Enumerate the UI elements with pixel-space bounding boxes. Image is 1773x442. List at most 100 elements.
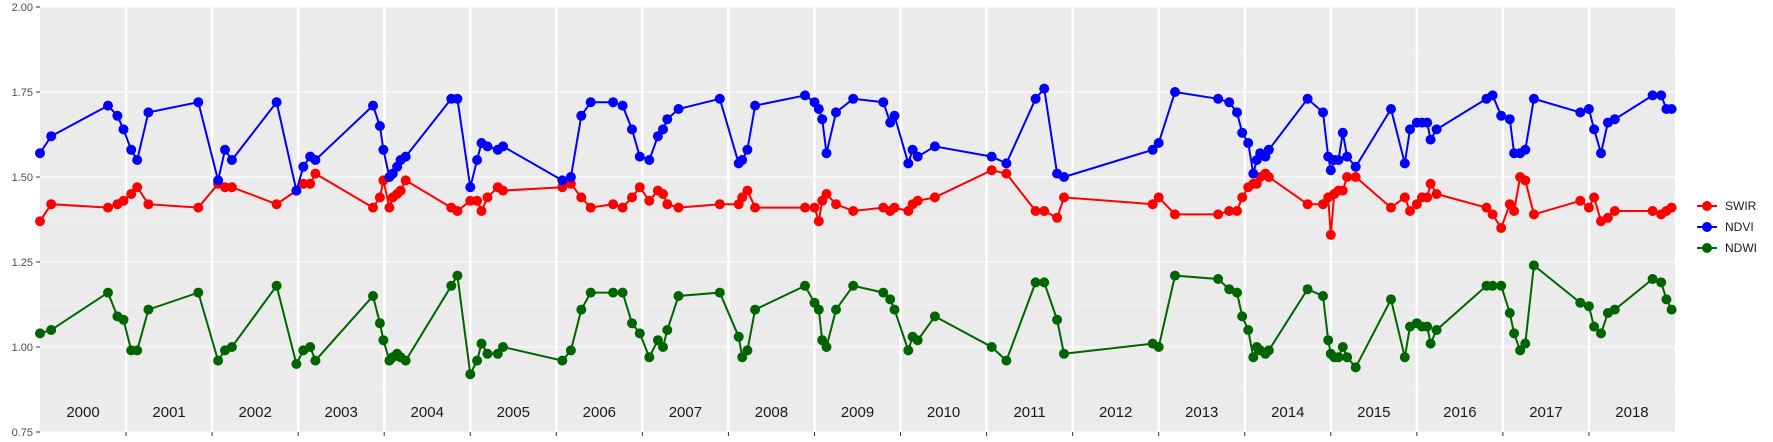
swir-point (395, 185, 406, 196)
ndwi-point (878, 287, 889, 298)
ndwi-point (1153, 342, 1164, 352)
ndvi-point (658, 124, 668, 135)
year-label: 2013 (1185, 404, 1218, 421)
swir-point (1337, 185, 1348, 196)
year-labels: 2000 2001 2002 2003 2004 2005 2006 2007 2008 2009… (66, 404, 1648, 421)
ndvi-point (576, 110, 587, 121)
ndvi-point (912, 151, 923, 162)
ndvi-point (1263, 144, 1274, 155)
ndvi-point (831, 107, 841, 118)
swir-point (1589, 192, 1600, 203)
swir-point (1575, 195, 1586, 206)
swir-point (848, 206, 859, 216)
year-label: 2012 (1099, 404, 1132, 421)
ndvi-point (627, 124, 637, 135)
ndwi-point (1425, 338, 1436, 349)
swir-point (193, 202, 204, 213)
ndwi-point (1504, 308, 1515, 318)
year-label: 2003 (324, 404, 357, 421)
ndvi-point (800, 90, 810, 101)
ndvi-point (742, 144, 753, 155)
swir-point (452, 206, 463, 216)
ndwi-point (714, 287, 725, 298)
legend-label: SWIR (1725, 199, 1757, 213)
ndwi-point (1661, 294, 1672, 305)
swir-point (35, 216, 45, 227)
ndvi-point (714, 93, 725, 104)
ndvi-point (291, 185, 302, 196)
swir-point (1147, 199, 1158, 210)
ndvi-point (907, 144, 918, 155)
ndvi-point (118, 124, 129, 135)
swir-point (750, 202, 761, 213)
ndwi-point (193, 287, 204, 298)
swir-point (143, 199, 154, 210)
ndwi-point (1399, 352, 1410, 363)
year-label: 2000 (66, 404, 99, 421)
ndvi-point (673, 104, 684, 114)
ndvi-point (143, 107, 154, 118)
legend-key-point (1702, 222, 1712, 232)
swir-point (912, 195, 923, 206)
swir-point (1399, 192, 1410, 203)
ndwi-point (652, 335, 663, 346)
ndwi-point (400, 355, 411, 366)
series-ndvi (35, 83, 1677, 196)
ndvi-point (220, 144, 230, 155)
swir-point (132, 182, 143, 193)
swir-point (482, 192, 493, 203)
swir-point (608, 199, 619, 210)
ndwi-point (1583, 301, 1594, 312)
swir-point (1583, 202, 1594, 213)
ndwi-point (1333, 352, 1344, 363)
swir-point (400, 175, 411, 186)
ndvi-point (46, 131, 57, 142)
ndwi-point (472, 355, 483, 366)
swir-point (809, 202, 820, 213)
ndwi-point (1647, 274, 1658, 284)
ndwi-point (885, 294, 896, 305)
ndvi-point (482, 141, 493, 152)
swir-point (1153, 192, 1164, 203)
swir-point (498, 185, 508, 196)
series-swir (35, 165, 1677, 240)
year-label: 2011 (1013, 404, 1045, 421)
swir-point (737, 192, 748, 203)
ndwi-point (1323, 335, 1334, 346)
swir-point (1609, 206, 1620, 216)
ndwi-point (1575, 297, 1586, 308)
ndvi-point (903, 158, 914, 169)
ndvi-point (929, 141, 940, 152)
ndvi-point (1666, 104, 1677, 114)
ndwi-point (1487, 280, 1498, 291)
swir-point (1052, 212, 1063, 223)
ndwi-point (1609, 304, 1620, 315)
legend: SWIR NDVI NDWI (1697, 199, 1757, 255)
year-label: 2014 (1271, 404, 1304, 421)
ndvi-point (1399, 158, 1410, 169)
ndvi-point (821, 148, 832, 159)
ndvi-point (452, 93, 463, 104)
year-dividers (124, 7, 1591, 432)
swir-point (1509, 206, 1520, 216)
ndvi-point (1213, 93, 1224, 104)
ndvi-point (1583, 104, 1594, 114)
ndvi-point (608, 97, 619, 108)
ndvi-point (1059, 172, 1069, 182)
ndvi-point (374, 121, 385, 131)
ndwi-point (673, 291, 684, 301)
swir-point (118, 195, 129, 206)
ndwi-point (1213, 274, 1224, 284)
swir-point (1602, 212, 1613, 223)
y-tick-label: 0.75 (12, 427, 33, 439)
y-tick-label: 1.25 (12, 257, 33, 269)
ndwi-point (1496, 280, 1507, 291)
swir-point (585, 202, 596, 213)
year-label: 2010 (927, 404, 960, 421)
ndvi-point (472, 155, 483, 165)
swir-point (46, 199, 57, 210)
ndvi-point (1333, 155, 1344, 165)
swir-point (644, 195, 655, 206)
ndwi-point (132, 345, 143, 356)
